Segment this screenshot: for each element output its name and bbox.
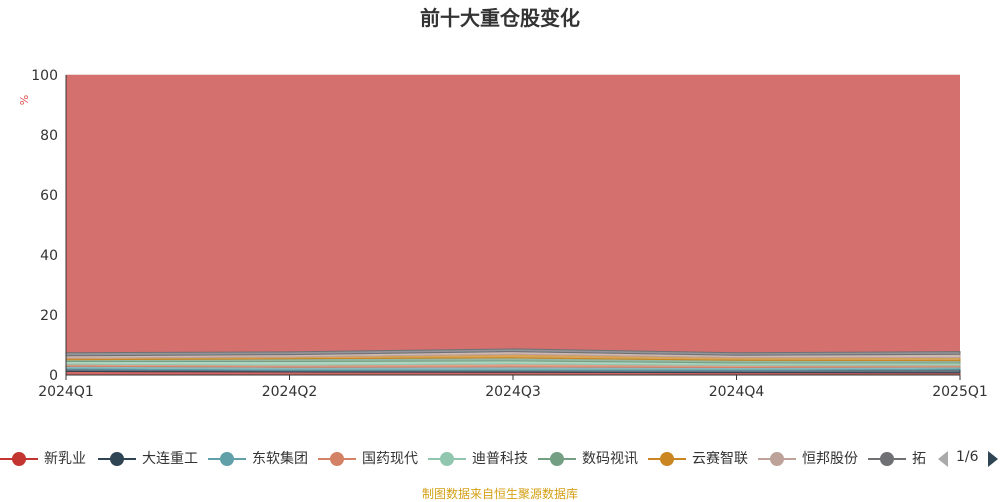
legend-marker-icon [208,452,246,466]
x-tick-label: 2024Q1 [38,384,94,400]
area-remainder [66,75,960,353]
legend-pager: 1/6 [938,446,1000,472]
legend-marker-icon [318,452,356,466]
legend-marker-icon [0,452,38,466]
y-axis-unit: % [18,95,31,105]
x-tick-label: 2024Q2 [262,384,318,400]
legend-marker-icon [868,452,906,466]
y-tick-label: 60 [40,188,58,204]
legend-next-page-icon[interactable] [988,451,998,467]
legend-label: 恒邦股份 [802,451,858,467]
legend-prev-page-icon[interactable] [938,451,948,467]
legend-page-indicator: 1/6 [956,449,979,465]
legend-marker-icon [538,452,576,466]
chart-title: 前十大重仓股变化 [420,6,580,30]
legend-label: 新乳业 [44,451,86,467]
legend-label: 云赛智联 [692,451,748,467]
legend-label: 东软集团 [252,451,308,467]
area-series [65,75,961,376]
legend-marker-icon [648,452,686,466]
y-tick-label: 20 [40,308,58,324]
legend: 新乳业 大连重工 东软集团 国药现代 迪普科技 数码视讯 云赛智联 恒邦股份 拓 [0,446,940,472]
source-note: 制图数据来自恒生聚源数据库 [421,487,578,501]
legend-label: 国药现代 [362,451,418,467]
legend-marker-icon [758,452,796,466]
legend-marker-icon [428,452,466,466]
x-tick-label: 2024Q4 [709,384,765,400]
x-tick-label: 2024Q3 [485,384,541,400]
y-tick-label: 80 [40,128,58,144]
y-tick-label: 40 [40,248,58,264]
x-tick-label: 2025Q1 [932,384,988,400]
legend-label: 迪普科技 [472,451,528,467]
legend-label: 大连重工 [142,451,198,467]
y-tick-label: 100 [31,68,58,84]
legend-label: 数码视讯 [582,451,638,467]
area-series-8 [65,348,961,357]
y-tick-label: 0 [49,368,58,384]
legend-label: 拓 [912,451,926,467]
legend-marker-icon [98,452,136,466]
axes: 0 20 40 60 80 100 2024Q1 2024Q2 2024Q3 2024Q4 2025… [18,68,988,400]
